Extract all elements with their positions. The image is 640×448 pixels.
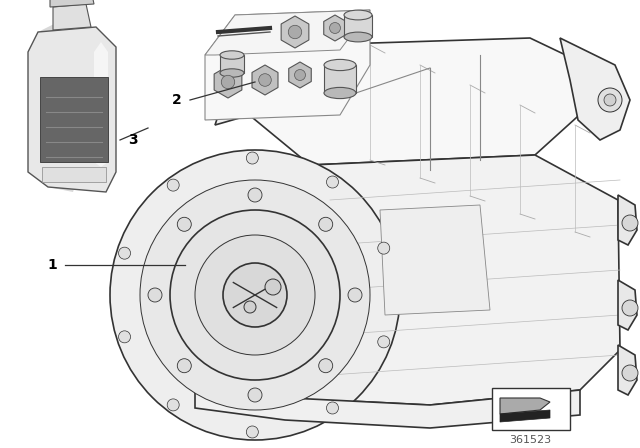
Polygon shape — [618, 345, 637, 395]
Circle shape — [195, 235, 315, 355]
Text: 2: 2 — [172, 93, 182, 107]
Polygon shape — [205, 10, 370, 55]
Circle shape — [167, 179, 179, 191]
Circle shape — [148, 288, 162, 302]
Circle shape — [170, 210, 340, 380]
Polygon shape — [324, 65, 356, 93]
Polygon shape — [500, 410, 550, 422]
Polygon shape — [195, 385, 580, 428]
Ellipse shape — [344, 32, 372, 42]
Ellipse shape — [220, 51, 244, 59]
Circle shape — [221, 75, 235, 89]
Circle shape — [167, 399, 179, 411]
Polygon shape — [281, 16, 309, 48]
Text: 361523: 361523 — [509, 435, 551, 445]
Polygon shape — [225, 38, 618, 165]
Circle shape — [622, 300, 638, 316]
Polygon shape — [500, 398, 550, 414]
Polygon shape — [28, 22, 78, 192]
Polygon shape — [53, 4, 91, 30]
Polygon shape — [220, 55, 244, 73]
Circle shape — [118, 247, 131, 259]
Polygon shape — [214, 66, 242, 98]
Polygon shape — [28, 27, 116, 192]
Circle shape — [246, 426, 259, 438]
Circle shape — [259, 74, 271, 86]
Bar — [492, 388, 570, 430]
Polygon shape — [42, 167, 106, 182]
Circle shape — [622, 365, 638, 381]
Ellipse shape — [324, 60, 356, 71]
Circle shape — [294, 69, 305, 81]
Circle shape — [604, 94, 616, 106]
Ellipse shape — [324, 87, 356, 99]
Circle shape — [330, 22, 340, 34]
Ellipse shape — [220, 69, 244, 77]
Text: 1: 1 — [47, 258, 57, 272]
Circle shape — [598, 88, 622, 112]
Circle shape — [348, 288, 362, 302]
Polygon shape — [618, 280, 637, 330]
Polygon shape — [50, 0, 94, 7]
Circle shape — [319, 217, 333, 231]
Circle shape — [265, 279, 281, 295]
Polygon shape — [324, 15, 346, 41]
Circle shape — [622, 215, 638, 231]
Polygon shape — [94, 42, 108, 167]
Circle shape — [248, 188, 262, 202]
Circle shape — [288, 25, 301, 39]
Circle shape — [246, 152, 259, 164]
Circle shape — [248, 388, 262, 402]
Polygon shape — [160, 155, 620, 405]
Circle shape — [110, 150, 400, 440]
Polygon shape — [215, 70, 310, 125]
Polygon shape — [252, 65, 278, 95]
Polygon shape — [344, 15, 372, 37]
Ellipse shape — [344, 10, 372, 20]
Text: 3: 3 — [128, 133, 138, 147]
Polygon shape — [560, 38, 630, 140]
Circle shape — [177, 359, 191, 373]
Polygon shape — [618, 195, 637, 245]
Polygon shape — [380, 205, 490, 315]
Circle shape — [326, 176, 339, 188]
Polygon shape — [205, 10, 370, 120]
Circle shape — [244, 301, 256, 313]
Circle shape — [140, 180, 370, 410]
Circle shape — [177, 217, 191, 231]
Circle shape — [118, 331, 131, 343]
Polygon shape — [40, 77, 108, 162]
Circle shape — [326, 402, 339, 414]
Polygon shape — [289, 62, 311, 88]
Circle shape — [378, 336, 390, 348]
Circle shape — [378, 242, 390, 254]
Circle shape — [223, 263, 287, 327]
Circle shape — [319, 359, 333, 373]
